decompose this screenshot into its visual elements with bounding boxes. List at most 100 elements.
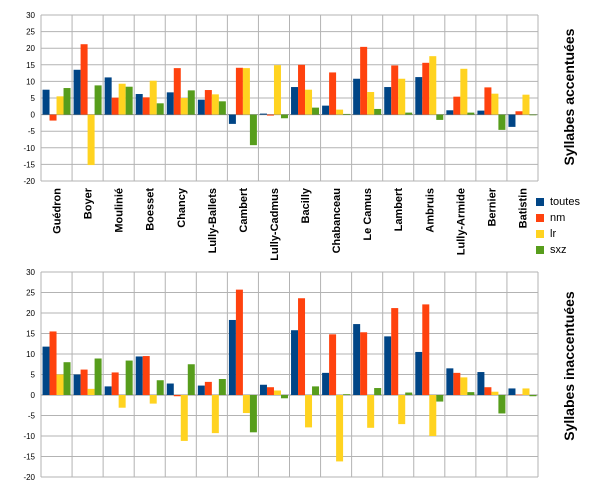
bar-lambert-lr <box>398 395 406 425</box>
bar-lully-ballets-lr <box>211 395 219 434</box>
bar-batistin-sxz <box>529 395 537 397</box>
bar-lully-cadmus-nm <box>266 387 274 395</box>
bar-chancy-sxz <box>187 364 195 395</box>
bar-bacilly-lr <box>305 395 313 428</box>
bar-moulinie-toutes <box>104 386 112 395</box>
bar-bernier-sxz <box>498 114 506 130</box>
bar-boesset-sxz <box>156 103 164 115</box>
bar-lully-armide-sxz <box>467 112 475 115</box>
bar-lully-armide-toutes <box>446 368 454 395</box>
bar-cambert-lr <box>242 395 250 414</box>
bar-boyer-toutes <box>73 374 81 395</box>
legend-label-nm: nm <box>550 212 566 224</box>
bar-lully-cadmus-nm <box>266 114 274 116</box>
bar-boesset-nm <box>142 356 150 395</box>
y-tick-label: -15 <box>23 453 35 462</box>
bar-le-camus-sxz <box>374 388 382 395</box>
bar-cambert-toutes <box>228 319 236 395</box>
legend-label-sxz: sxz <box>550 244 567 256</box>
legend-entry-lr: lr <box>536 226 598 242</box>
bar-bacilly-toutes <box>291 330 299 395</box>
bar-guedron-toutes <box>42 346 50 395</box>
bar-boyer-nm <box>80 44 88 115</box>
bar-le-camus-toutes <box>353 324 361 395</box>
bar-lully-ballets-lr <box>211 94 219 115</box>
bar-lully-armide-lr <box>460 68 468 115</box>
bar-boyer-lr <box>87 114 95 166</box>
category-label-lully-ballets: Lully-Ballets <box>207 188 219 253</box>
bar-lully-armide-nm <box>453 96 461 115</box>
bar-ambruis-nm <box>422 62 430 115</box>
bar-cambert-sxz <box>249 114 257 146</box>
y-tick-label: 0 <box>31 391 36 400</box>
bar-bacilly-sxz <box>312 386 320 395</box>
category-label-batistin: Batistin <box>517 188 529 229</box>
bar-boyer-sxz <box>94 358 102 395</box>
category-label-boesset: Boesset <box>145 188 157 231</box>
bar-bacilly-sxz <box>312 107 320 115</box>
y-tick-label: -10 <box>23 432 35 441</box>
bar-bacilly-nm <box>298 64 306 115</box>
bar-cambert-sxz <box>249 395 257 433</box>
legend-entry-sxz: sxz <box>536 242 598 258</box>
bar-batistin-lr <box>522 94 530 115</box>
y-tick-label: 15 <box>26 61 35 70</box>
bar-boesset-lr <box>149 395 157 404</box>
category-label-le-camus: Le Camus <box>362 188 374 241</box>
bar-chabanceau-lr <box>336 109 344 115</box>
category-label-bernier: Bernier <box>486 187 498 226</box>
bar-chancy-toutes <box>166 383 174 395</box>
bar-lully-armide-lr <box>460 377 468 395</box>
bar-boesset-sxz <box>156 380 164 395</box>
bar-le-camus-nm <box>360 46 368 115</box>
category-label-ambruis: Ambruis <box>424 188 436 233</box>
bar-ambruis-sxz <box>436 395 444 402</box>
chart-panel-1: 30 25 20 15 10 5 0 -5 -10 -15 -20 Guédron Boyer Mouli… <box>23 11 577 261</box>
bar-boesset-toutes <box>135 356 143 395</box>
bar-chabanceau-nm <box>329 72 337 115</box>
bar-moulinie-nm <box>111 97 119 115</box>
bar-guedron-sxz <box>63 362 71 395</box>
category-label-cambert: Cambert <box>238 188 250 233</box>
y-tick-label: -5 <box>28 127 36 136</box>
bar-lully-ballets-nm <box>204 381 212 395</box>
legend-swatch-lr <box>536 230 544 238</box>
y-tick-label: -15 <box>23 160 35 169</box>
bar-lully-ballets-toutes <box>197 385 205 395</box>
bar-boyer-sxz <box>94 85 102 115</box>
y-tick-label: 10 <box>26 77 35 86</box>
bar-le-camus-toutes <box>353 78 361 115</box>
category-label-chabanceau: Chabanceau <box>331 188 343 253</box>
bar-chabanceau-sxz <box>343 394 351 395</box>
bar-le-camus-lr <box>367 395 375 428</box>
bar-cambert-nm <box>235 67 243 115</box>
bar-bernier-toutes <box>477 372 485 395</box>
y-tick-label: 20 <box>26 309 35 318</box>
bar-bernier-nm <box>484 87 492 115</box>
bar-lambert-lr <box>398 78 406 115</box>
bar-moulinie-toutes <box>104 77 112 115</box>
bar-batistin-sxz <box>529 114 537 116</box>
bar-lully-armide-toutes <box>446 110 454 115</box>
bar-guedron-nm <box>49 114 57 121</box>
legend-swatch-toutes <box>536 198 544 206</box>
bar-batistin-toutes <box>508 114 516 127</box>
bar-batistin-toutes <box>508 388 516 395</box>
bar-ambruis-lr <box>429 56 437 115</box>
bar-bacilly-toutes <box>291 87 299 115</box>
bar-ambruis-sxz <box>436 114 444 120</box>
bar-chabanceau-sxz <box>343 113 351 115</box>
y-tick-label: 5 <box>31 94 36 103</box>
bar-guedron-sxz <box>63 88 71 115</box>
bar-lambert-nm <box>391 308 399 395</box>
bar-boyer-lr <box>87 388 95 395</box>
bar-ambruis-nm <box>422 304 430 395</box>
bar-lambert-toutes <box>384 87 392 115</box>
bar-bacilly-nm <box>298 298 306 395</box>
y-tick-label: -20 <box>23 473 35 482</box>
bar-guedron-lr <box>56 96 64 115</box>
bar-boyer-toutes <box>73 69 81 115</box>
bar-moulinie-lr <box>118 83 126 115</box>
legend-entry-nm: nm <box>536 210 598 226</box>
